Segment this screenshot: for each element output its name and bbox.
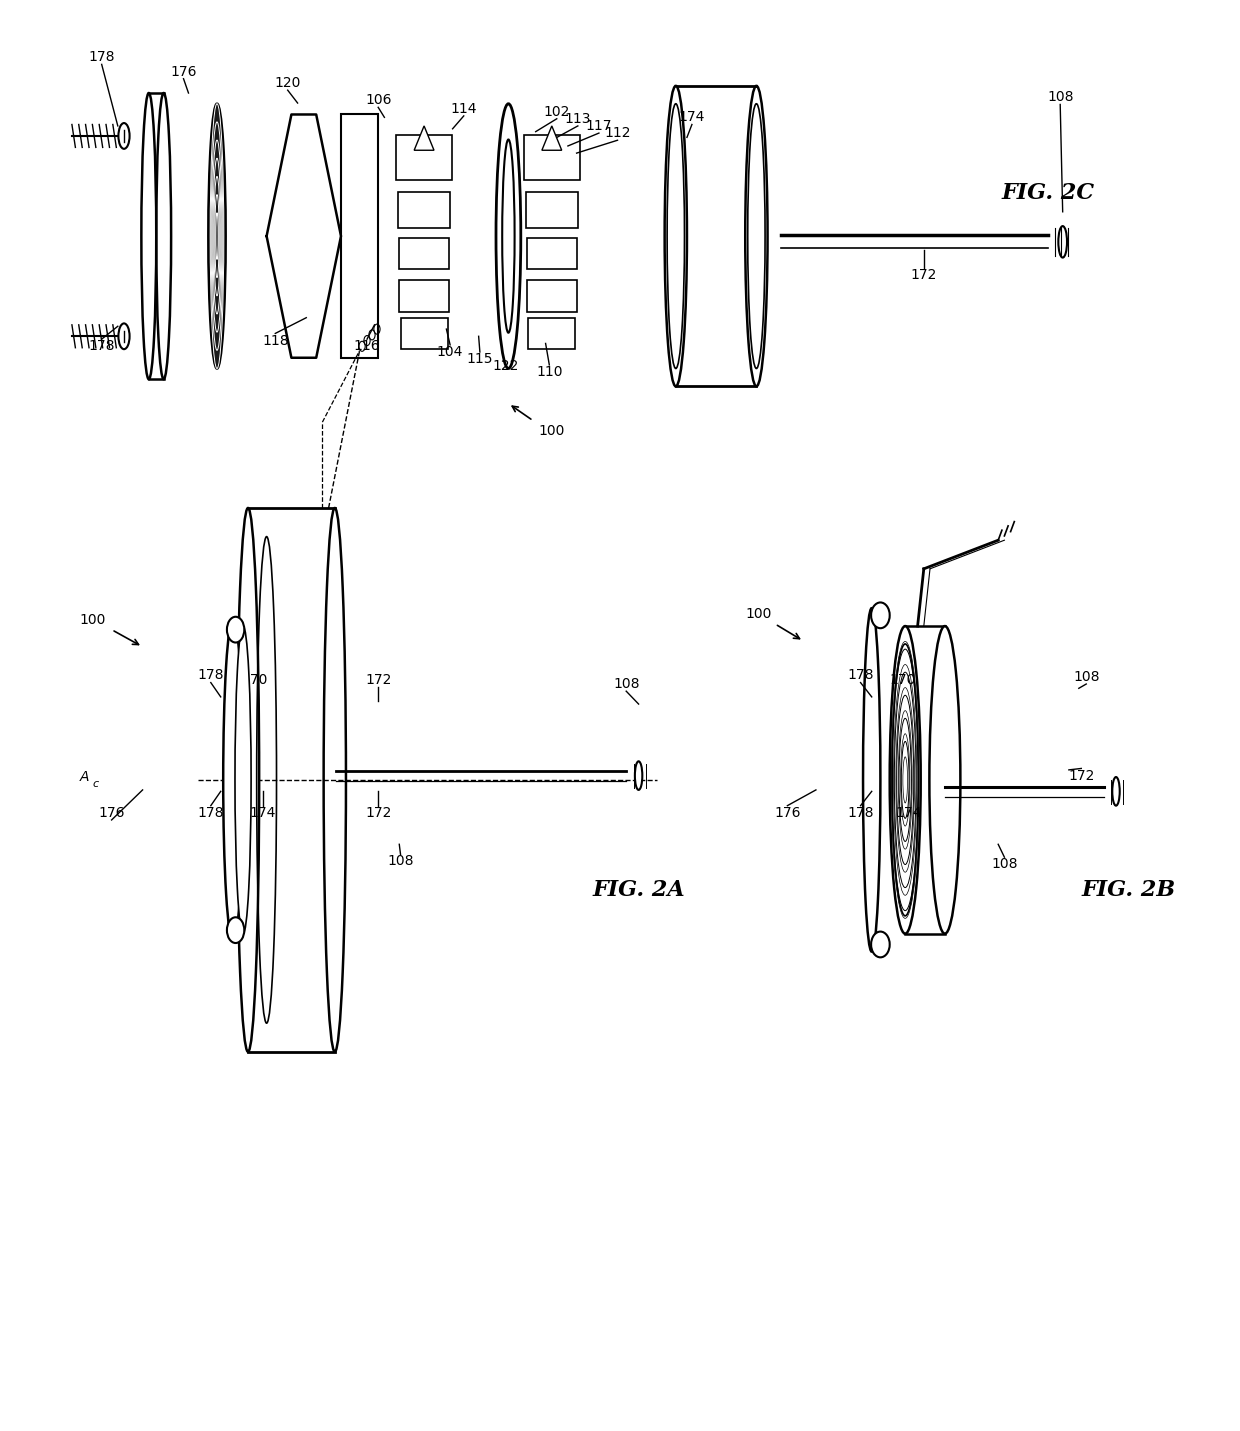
Bar xyxy=(526,192,578,229)
Polygon shape xyxy=(542,126,562,150)
Text: c: c xyxy=(93,780,98,788)
Text: 170: 170 xyxy=(889,673,916,687)
Ellipse shape xyxy=(496,104,521,369)
Ellipse shape xyxy=(1059,226,1066,258)
Text: 104: 104 xyxy=(436,345,464,359)
Text: 178: 178 xyxy=(197,806,224,820)
Text: 174: 174 xyxy=(895,806,923,820)
Text: 122: 122 xyxy=(492,359,520,373)
Text: 176: 176 xyxy=(774,806,801,820)
Text: 170: 170 xyxy=(241,673,268,687)
Text: 108: 108 xyxy=(613,677,640,691)
Text: 172: 172 xyxy=(365,673,392,687)
Ellipse shape xyxy=(635,761,642,790)
Text: 106: 106 xyxy=(365,93,392,107)
Ellipse shape xyxy=(324,508,346,1052)
Text: 178: 178 xyxy=(88,50,115,64)
Text: 178: 178 xyxy=(847,668,874,683)
Ellipse shape xyxy=(870,932,889,957)
Bar xyxy=(523,135,579,180)
Text: 100: 100 xyxy=(79,612,107,627)
Bar xyxy=(527,280,577,312)
Polygon shape xyxy=(414,126,434,150)
Text: 102: 102 xyxy=(543,104,570,119)
Bar xyxy=(397,135,451,180)
Text: 108: 108 xyxy=(1073,670,1100,684)
Ellipse shape xyxy=(156,93,171,379)
Text: 115: 115 xyxy=(466,352,494,366)
Ellipse shape xyxy=(1112,777,1120,806)
Text: 174: 174 xyxy=(678,110,706,124)
Text: 174: 174 xyxy=(249,806,277,820)
Ellipse shape xyxy=(223,618,243,942)
Text: 113: 113 xyxy=(564,112,591,126)
Ellipse shape xyxy=(870,602,889,628)
Ellipse shape xyxy=(863,608,880,952)
Text: A: A xyxy=(79,770,89,784)
Text: 172: 172 xyxy=(365,806,392,820)
Text: 108: 108 xyxy=(991,857,1018,871)
Ellipse shape xyxy=(502,140,515,333)
Ellipse shape xyxy=(141,93,156,379)
Text: 100: 100 xyxy=(538,424,565,438)
Text: 118: 118 xyxy=(262,333,289,348)
Text: FIG. 2C: FIG. 2C xyxy=(1001,182,1095,205)
Ellipse shape xyxy=(745,86,768,386)
Ellipse shape xyxy=(236,627,250,933)
Ellipse shape xyxy=(208,104,226,369)
Bar xyxy=(399,280,449,312)
Ellipse shape xyxy=(227,917,244,943)
Text: 178: 178 xyxy=(88,339,115,353)
Text: FIG. 2A: FIG. 2A xyxy=(593,879,684,902)
Bar xyxy=(527,238,577,269)
Text: 112: 112 xyxy=(604,126,631,140)
Text: 176: 176 xyxy=(170,64,197,79)
Text: 116: 116 xyxy=(353,339,381,353)
Text: 120: 120 xyxy=(274,76,301,90)
Text: 117: 117 xyxy=(585,119,613,133)
Bar xyxy=(528,318,575,349)
Ellipse shape xyxy=(119,123,130,149)
Text: 172: 172 xyxy=(1068,768,1095,783)
Ellipse shape xyxy=(665,86,687,386)
Polygon shape xyxy=(267,114,341,358)
Text: 176: 176 xyxy=(98,806,125,820)
Bar xyxy=(341,114,378,358)
Ellipse shape xyxy=(930,627,961,933)
Text: FIG. 2B: FIG. 2B xyxy=(1081,879,1176,902)
Bar xyxy=(401,318,448,349)
Ellipse shape xyxy=(237,508,259,1052)
Text: 178: 178 xyxy=(847,806,874,820)
Text: 178: 178 xyxy=(197,668,224,683)
Ellipse shape xyxy=(227,617,244,643)
Text: 110: 110 xyxy=(536,365,563,379)
Text: 108: 108 xyxy=(387,854,414,869)
Text: 108: 108 xyxy=(1047,90,1074,104)
Bar xyxy=(399,238,449,269)
Ellipse shape xyxy=(889,627,920,933)
Bar xyxy=(398,192,450,229)
Text: 100: 100 xyxy=(745,607,773,621)
Ellipse shape xyxy=(119,323,130,349)
Text: 114: 114 xyxy=(450,102,477,116)
Text: 172: 172 xyxy=(910,268,937,282)
